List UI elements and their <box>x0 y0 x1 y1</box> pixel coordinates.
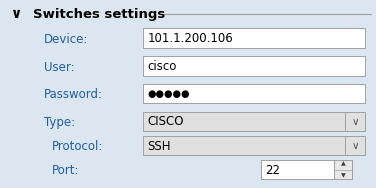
FancyBboxPatch shape <box>143 28 365 48</box>
Text: 22: 22 <box>265 164 280 177</box>
Text: Port:: Port: <box>52 164 79 177</box>
FancyBboxPatch shape <box>143 84 365 103</box>
FancyBboxPatch shape <box>143 136 365 155</box>
Text: Type:: Type: <box>44 116 76 129</box>
Text: Switches settings: Switches settings <box>33 8 165 21</box>
Text: ∨: ∨ <box>11 7 22 21</box>
Text: cisco: cisco <box>148 60 177 73</box>
FancyBboxPatch shape <box>143 56 365 76</box>
Text: SSH: SSH <box>148 139 171 152</box>
Text: ∨: ∨ <box>352 141 359 151</box>
FancyBboxPatch shape <box>334 160 352 179</box>
Text: ▲: ▲ <box>341 161 346 167</box>
Text: Device:: Device: <box>44 33 89 46</box>
FancyBboxPatch shape <box>143 112 365 131</box>
Text: User:: User: <box>44 61 75 74</box>
Text: ●●●●●: ●●●●● <box>148 89 190 99</box>
Text: Protocol:: Protocol: <box>52 140 103 153</box>
Text: ∨: ∨ <box>352 117 359 127</box>
FancyBboxPatch shape <box>261 160 352 179</box>
Text: CISCO: CISCO <box>148 115 184 128</box>
Text: 101.1.200.106: 101.1.200.106 <box>148 32 233 45</box>
Text: ▼: ▼ <box>341 173 346 178</box>
Text: Password:: Password: <box>44 88 103 102</box>
